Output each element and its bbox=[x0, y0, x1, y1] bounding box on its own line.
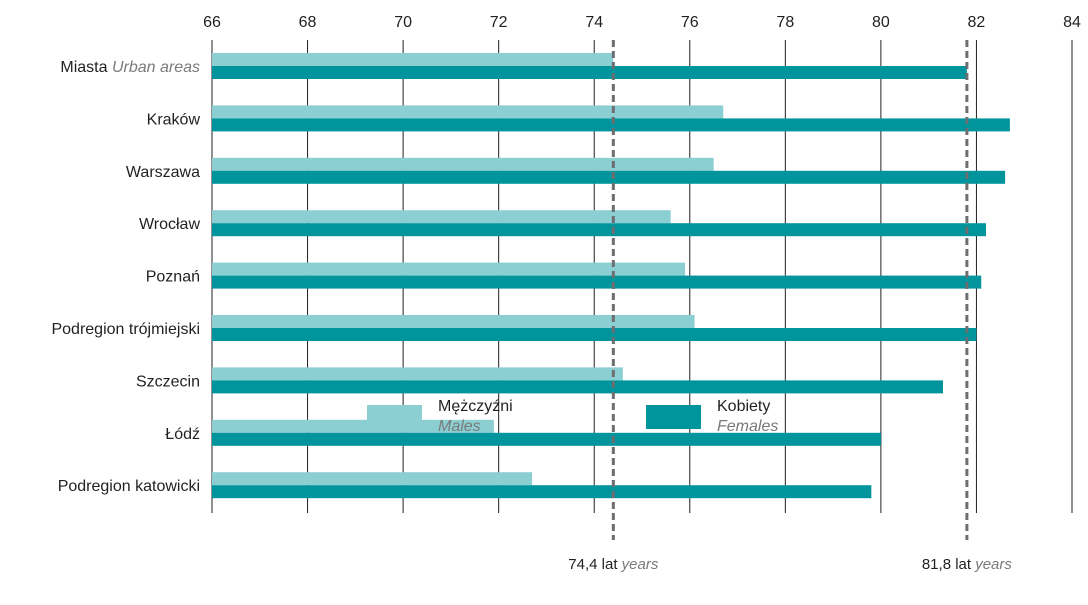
tick-layer: 66 68 70 72 74 76 78 80 82 84 bbox=[203, 14, 1081, 31]
legend-label-males: Mężczyźni bbox=[438, 398, 513, 415]
legend-label-females-en: Females bbox=[717, 418, 779, 435]
category-label-8: Podregion katowicki bbox=[58, 478, 200, 495]
category-label-1: Kraków bbox=[147, 111, 201, 128]
bar-males-1 bbox=[212, 105, 724, 119]
category-label-4: Poznań bbox=[146, 269, 200, 286]
category-label-layer: Miasta Urban areas Kraków Warszawa Wrocław P… bbox=[51, 59, 200, 495]
x-tick-label-66: 66 bbox=[203, 14, 221, 31]
category-label-2: Warszawa bbox=[126, 164, 200, 181]
bar-males-3 bbox=[212, 210, 671, 224]
category-label-7: Łódź bbox=[165, 426, 200, 443]
legend-label-males-en: Males bbox=[438, 418, 481, 435]
bar-females-8 bbox=[212, 485, 872, 499]
category-label-0: Miasta Urban areas bbox=[60, 59, 200, 76]
x-tick-label-74: 74 bbox=[585, 14, 603, 31]
x-tick-label-70: 70 bbox=[394, 14, 412, 31]
category-label-en-0: Urban areas bbox=[108, 59, 201, 76]
bar-females-5 bbox=[212, 328, 977, 341]
bar-females-6 bbox=[212, 380, 943, 394]
bar-males-7 bbox=[212, 419, 494, 433]
bar-males-0 bbox=[212, 53, 614, 66]
legend-label-females: Kobiety bbox=[717, 398, 771, 415]
bar-males-6 bbox=[212, 367, 623, 381]
x-tick-label-72: 72 bbox=[490, 14, 508, 31]
x-tick-label-68: 68 bbox=[299, 14, 317, 31]
x-tick-label-84: 84 bbox=[1063, 14, 1081, 31]
bar-females-1 bbox=[212, 118, 1010, 132]
category-label-5: Podregion trójmiejski bbox=[51, 321, 200, 338]
x-tick-label-80: 80 bbox=[872, 14, 890, 31]
bar-males-5 bbox=[212, 315, 695, 328]
legend-item-males: Mężczyźni Males bbox=[367, 397, 513, 437]
bar-males-4 bbox=[212, 262, 685, 276]
bar-females-4 bbox=[212, 275, 982, 289]
legend-swatch-males bbox=[367, 405, 422, 429]
bar-females-7 bbox=[212, 432, 881, 446]
x-tick-label-76: 76 bbox=[681, 14, 699, 31]
reference-label-1: 81,8 lat years bbox=[922, 556, 1013, 573]
x-tick-label-78: 78 bbox=[776, 14, 794, 31]
reference-label-en-0: years bbox=[621, 556, 659, 573]
x-tick-label-82: 82 bbox=[968, 14, 986, 31]
reference-line-layer: 74,4 lat years 81,8 lat years bbox=[568, 40, 1012, 573]
bar-males-2 bbox=[212, 157, 714, 171]
bar-males-8 bbox=[212, 472, 533, 486]
category-label-6: Szczecin bbox=[136, 373, 200, 390]
bar-females-3 bbox=[212, 223, 986, 237]
bar-females-2 bbox=[212, 170, 1006, 184]
reference-label-en-1: years bbox=[974, 556, 1012, 573]
legend-item-females: Kobiety Females bbox=[646, 397, 778, 437]
bar-females-0 bbox=[212, 66, 967, 79]
legend-swatch-females bbox=[646, 405, 701, 429]
reference-label-0: 74,4 lat years bbox=[568, 556, 659, 573]
bar-layer bbox=[212, 53, 1010, 499]
category-label-3: Wrocław bbox=[139, 216, 200, 233]
